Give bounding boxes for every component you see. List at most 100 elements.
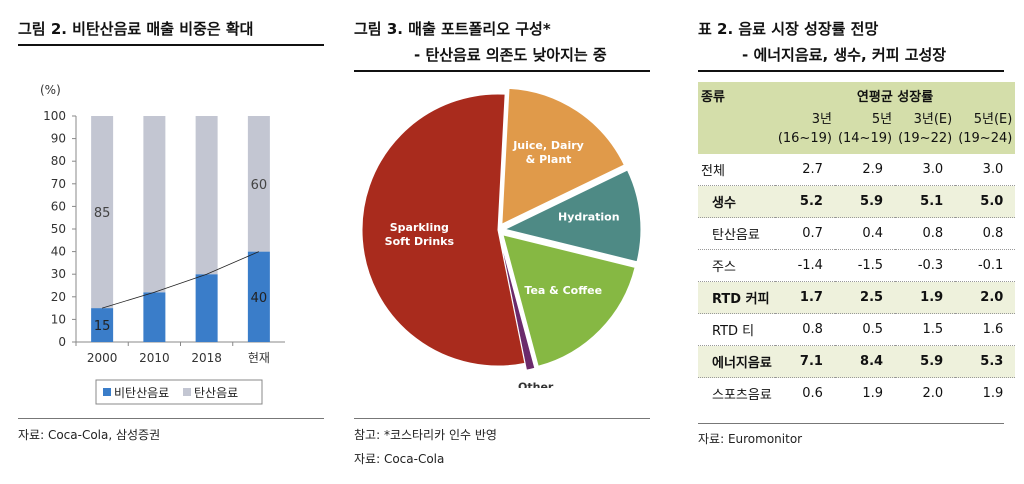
row-label: RTD 티 [698, 313, 775, 346]
table-col-header: 3년(E) (19~22) [895, 110, 956, 154]
row-value: 1.6 [955, 313, 1016, 346]
bar-carbonated [195, 116, 218, 275]
table-header-row: 종류 연평균 성장률 [698, 82, 1016, 110]
table-source: 자료: Euromonitor [698, 432, 803, 446]
col-bottom: (19~22) [898, 131, 953, 146]
table-title-rule [698, 70, 1004, 72]
row-value: -1.5 [834, 249, 896, 282]
row-value: 0.6 [774, 377, 835, 409]
row-label: 스포츠음료 [698, 377, 775, 409]
row-value: 2.0 [955, 281, 1016, 314]
y-tick-label: 0 [58, 335, 66, 349]
pie-label-line: Soft Drinks [385, 235, 455, 248]
bar-source-rule [18, 418, 324, 419]
row-value: 0.7 [774, 217, 835, 250]
table-body: 전체 2.7 2.9 3.0 3.0 생수 5.2 5.9 5.1 5.0 탄산음료 0.7 0.4 0.… [698, 154, 1016, 409]
row-value: 0.8 [895, 217, 956, 250]
data-label-carbonated: 85 [94, 206, 111, 221]
row-value: 1.9 [955, 377, 1016, 409]
pie-slice-other [499, 236, 536, 371]
table-row: 전체 2.7 2.9 3.0 3.0 [698, 154, 1015, 186]
table-header-group: 연평균 성장률 [774, 82, 1016, 110]
table-subheader-row: 3년 (16~19) 5년 (14~19) 3년(E) (19~22) 5년(E) (1… [698, 110, 1016, 154]
bar-non-carbonated [91, 308, 114, 342]
row-value: 5.3 [955, 345, 1016, 378]
pie-label: Juice, Dairy & Plant [512, 139, 584, 166]
row-value: 5.2 [774, 185, 835, 218]
bar-non-carbonated [143, 292, 166, 342]
table-source-rule [698, 423, 1004, 424]
row-label: 생수 [698, 185, 775, 218]
pie-label-line: Tea & Coffee [524, 284, 602, 297]
table-col-header: 5년 (14~19) [834, 110, 896, 154]
table-row: RTD 티 0.8 0.5 1.5 1.6 [698, 313, 1016, 346]
table-title-line1: 표 2. 음료 시장 성장률 전망 [698, 20, 879, 38]
growth-table: 종류 연평균 성장률 3년 (16~19) 5년 (14~19) 3년(E) (19~… [698, 82, 1016, 409]
panel-bar-chart: 그림 2. 비탄산음료 매출 비중은 확대 (%) 0 10 20 30 40 50 60 70… [0, 0, 330, 484]
x-tick-label: 2010 [139, 351, 170, 365]
pie-chart-title-line1: 그림 3. 매출 포트폴리오 구성* [354, 20, 551, 38]
pie-slice-hydration [503, 169, 642, 263]
col-bottom: (14~19) [837, 131, 893, 146]
row-label: 주스 [698, 249, 775, 282]
row-value: 5.0 [955, 185, 1016, 218]
bar-source: 자료: Coca-Cola, 삼성증권 [18, 428, 161, 442]
pie-title-rule [354, 70, 650, 72]
col-top: 3년 [811, 112, 832, 127]
pie-label: Sparkling Soft Drinks [385, 221, 455, 248]
data-label-carbonated: 60 [251, 178, 268, 193]
row-value: 1.5 [895, 313, 956, 346]
row-label: 에너지음료 [698, 345, 775, 378]
pie-label-line: Juice, Dairy [512, 139, 584, 152]
row-value: 8.4 [834, 345, 896, 378]
table-title-line2: - 에너지음료, 생수, 커피 고성장 [742, 46, 947, 64]
legend-swatch-carbonated [183, 388, 191, 396]
data-label-non-carbonated: 15 [94, 319, 111, 334]
row-value: 1.7 [774, 281, 835, 314]
y-tick-label: 70 [51, 177, 66, 191]
row-value: 2.7 [802, 162, 823, 177]
row-value: 0.5 [834, 313, 896, 346]
row-value: 0.8 [955, 217, 1016, 250]
trend-line [102, 251, 260, 309]
data-label-non-carbonated: 40 [251, 291, 268, 306]
col-top: 5년(E) [973, 112, 1013, 127]
pie-chart: Juice, Dairy & Plant Hydration Tea & Coffee… [361, 88, 642, 388]
stacked-bar-chart: (%) 0 10 20 30 40 50 60 70 80 90 100 2000 15 85 2010 201… [40, 83, 285, 405]
panel-growth-table: 표 2. 음료 시장 성장률 전망 - 에너지음료, 생수, 커피 고성장 종류… [698, 0, 1016, 484]
row-label: RTD 커피 [698, 281, 775, 314]
y-tick-label: 80 [51, 154, 66, 168]
bar-carbonated [247, 116, 270, 252]
legend-label-non-carbonated: 비탄산음료 [114, 386, 169, 400]
y-tick-label: 30 [51, 267, 66, 281]
bar-title-rule [18, 44, 324, 46]
row-label: 탄산음료 [698, 217, 775, 250]
table-row: 주스 -1.4 -1.5 -0.3 -0.1 [698, 249, 1016, 282]
pie-label-line: Sparkling [390, 221, 449, 234]
row-value: 1.9 [834, 377, 896, 409]
x-tick-label: 2000 [87, 351, 118, 365]
pie-slice-sparkling [361, 93, 526, 367]
y-tick-label: 40 [51, 245, 66, 259]
row-value: 2.5 [834, 281, 896, 314]
table-row: 스포츠음료 0.6 1.9 2.0 1.9 [698, 377, 1016, 409]
pie-label-line: & Plant [526, 153, 572, 166]
table-row: 탄산음료 0.7 0.4 0.8 0.8 [698, 217, 1016, 250]
table-row: 생수 5.2 5.9 5.1 5.0 [698, 185, 1016, 218]
row-value: 5.9 [834, 185, 896, 218]
table-col-header: 5년(E) (19~24) [955, 110, 1016, 154]
pie-note: 참고: *코스타리카 인수 반영 [354, 428, 497, 442]
bar-chart-title: 그림 2. 비탄산음료 매출 비중은 확대 [18, 20, 254, 38]
legend-label-carbonated: 탄산음료 [194, 386, 238, 400]
pie-source: 자료: Coca-Cola [354, 452, 445, 466]
row-value: 0.4 [834, 217, 896, 250]
table-col-header: 3년 (16~19) [774, 110, 835, 154]
row-value: 7.1 [774, 345, 835, 378]
table-row: 에너지음료 7.1 8.4 5.9 5.3 [698, 345, 1016, 378]
bar-non-carbonated [195, 274, 218, 342]
row-value: 5.9 [895, 345, 956, 378]
pie-label: Tea & Coffee [524, 284, 602, 297]
x-tick-label: 2018 [191, 351, 222, 365]
legend-box [95, 379, 263, 405]
pie-source-rule [354, 418, 650, 419]
